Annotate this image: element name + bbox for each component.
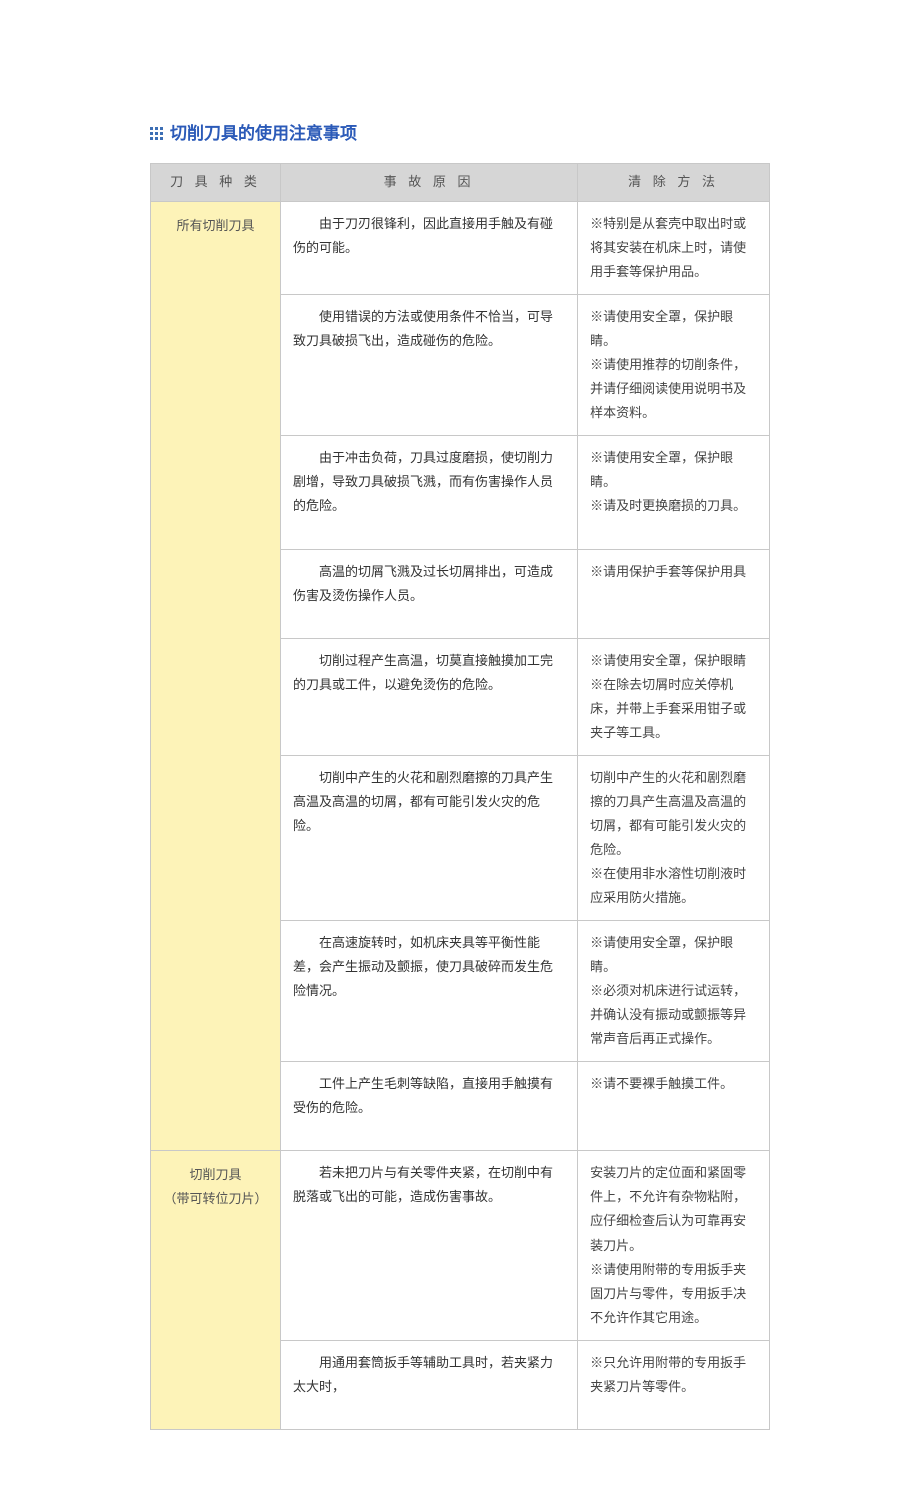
solution-cell: ※特别是从套壳中取出时或将其安装在机床上时，请使用手套等保护用品。 — [578, 201, 770, 294]
header-cause: 事 故 原 因 — [280, 164, 577, 202]
solution-cell: ※请使用安全罩，保护眼睛※在除去切屑时应关停机床，并带上手套采用钳子或夹子等工具… — [578, 638, 770, 755]
header-solution: 清 除 方 法 — [578, 164, 770, 202]
category-cell: 切削刀具（带可转位刀片） — [151, 1151, 281, 1429]
table-row: 所有切削刀具由于刀刃很锋利，因此直接用手触及有碰伤的可能。※特别是从套壳中取出时… — [151, 201, 770, 294]
cause-cell: 切削中产生的火花和剧烈磨擦的刀具产生高温及高温的切屑，都有可能引发火灾的危险。 — [280, 755, 577, 920]
solution-cell: ※请使用安全罩，保护眼睛。※请使用推荐的切削条件，并请仔细阅读使用说明书及样本资… — [578, 295, 770, 436]
solution-cell: ※请使用安全罩，保护眼睛。※请及时更换磨损的刀具。 — [578, 436, 770, 549]
cause-cell: 由于刀刃很锋利，因此直接用手触及有碰伤的可能。 — [280, 201, 577, 294]
header-tool-type: 刀 具 种 类 — [151, 164, 281, 202]
page-title-row: 切削刀具的使用注意事项 — [150, 120, 770, 147]
cause-cell: 若未把刀片与有关零件夹紧，在切削中有脱落或飞出的可能，造成伤害事故。 — [280, 1151, 577, 1340]
table-row: 切削刀具（带可转位刀片）若未把刀片与有关零件夹紧，在切削中有脱落或飞出的可能，造… — [151, 1151, 770, 1340]
solution-cell: ※请使用安全罩，保护眼睛。※必须对机床进行试运转，并确认没有振动或颤振等异常声音… — [578, 921, 770, 1062]
precautions-table: 刀 具 种 类 事 故 原 因 清 除 方 法 所有切削刀具由于刀刃很锋利，因此… — [150, 163, 770, 1430]
solution-cell: ※只允许用附带的专用扳手夹紧刀片等零件。 — [578, 1340, 770, 1429]
cause-cell: 切削过程产生高温，切莫直接触摸加工完的刀具或工件，以避免烫伤的危险。 — [280, 638, 577, 755]
page-title: 切削刀具的使用注意事项 — [170, 120, 357, 147]
table-header-row: 刀 具 种 类 事 故 原 因 清 除 方 法 — [151, 164, 770, 202]
cause-cell: 由于冲击负荷，刀具过度磨损，使切削力剧增，导致刀具破损飞溅，而有伤害操作人员的危… — [280, 436, 577, 549]
category-cell: 所有切削刀具 — [151, 201, 281, 1150]
grid-icon — [150, 127, 164, 141]
solution-cell: ※请不要裸手触摸工件。 — [578, 1062, 770, 1151]
solution-cell: 安装刀片的定位面和紧固零件上，不允许有杂物粘附，应仔细检查后认为可靠再安装刀片。… — [578, 1151, 770, 1340]
cause-cell: 工件上产生毛刺等缺陷，直接用手触摸有受伤的危险。 — [280, 1062, 577, 1151]
cause-cell: 在高速旋转时，如机床夹具等平衡性能差，会产生振动及颤振，使刀具破碎而发生危险情况… — [280, 921, 577, 1062]
solution-cell: 切削中产生的火花和剧烈磨擦的刀具产生高温及高温的切屑，都有可能引发火灾的危险。※… — [578, 755, 770, 920]
solution-cell: ※请用保护手套等保护用具 — [578, 549, 770, 638]
cause-cell: 使用错误的方法或使用条件不恰当，可导致刀具破损飞出，造成碰伤的危险。 — [280, 295, 577, 436]
cause-cell: 用通用套筒扳手等辅助工具时，若夹紧力太大时， — [280, 1340, 577, 1429]
cause-cell: 高温的切屑飞溅及过长切屑排出，可造成伤害及烫伤操作人员。 — [280, 549, 577, 638]
